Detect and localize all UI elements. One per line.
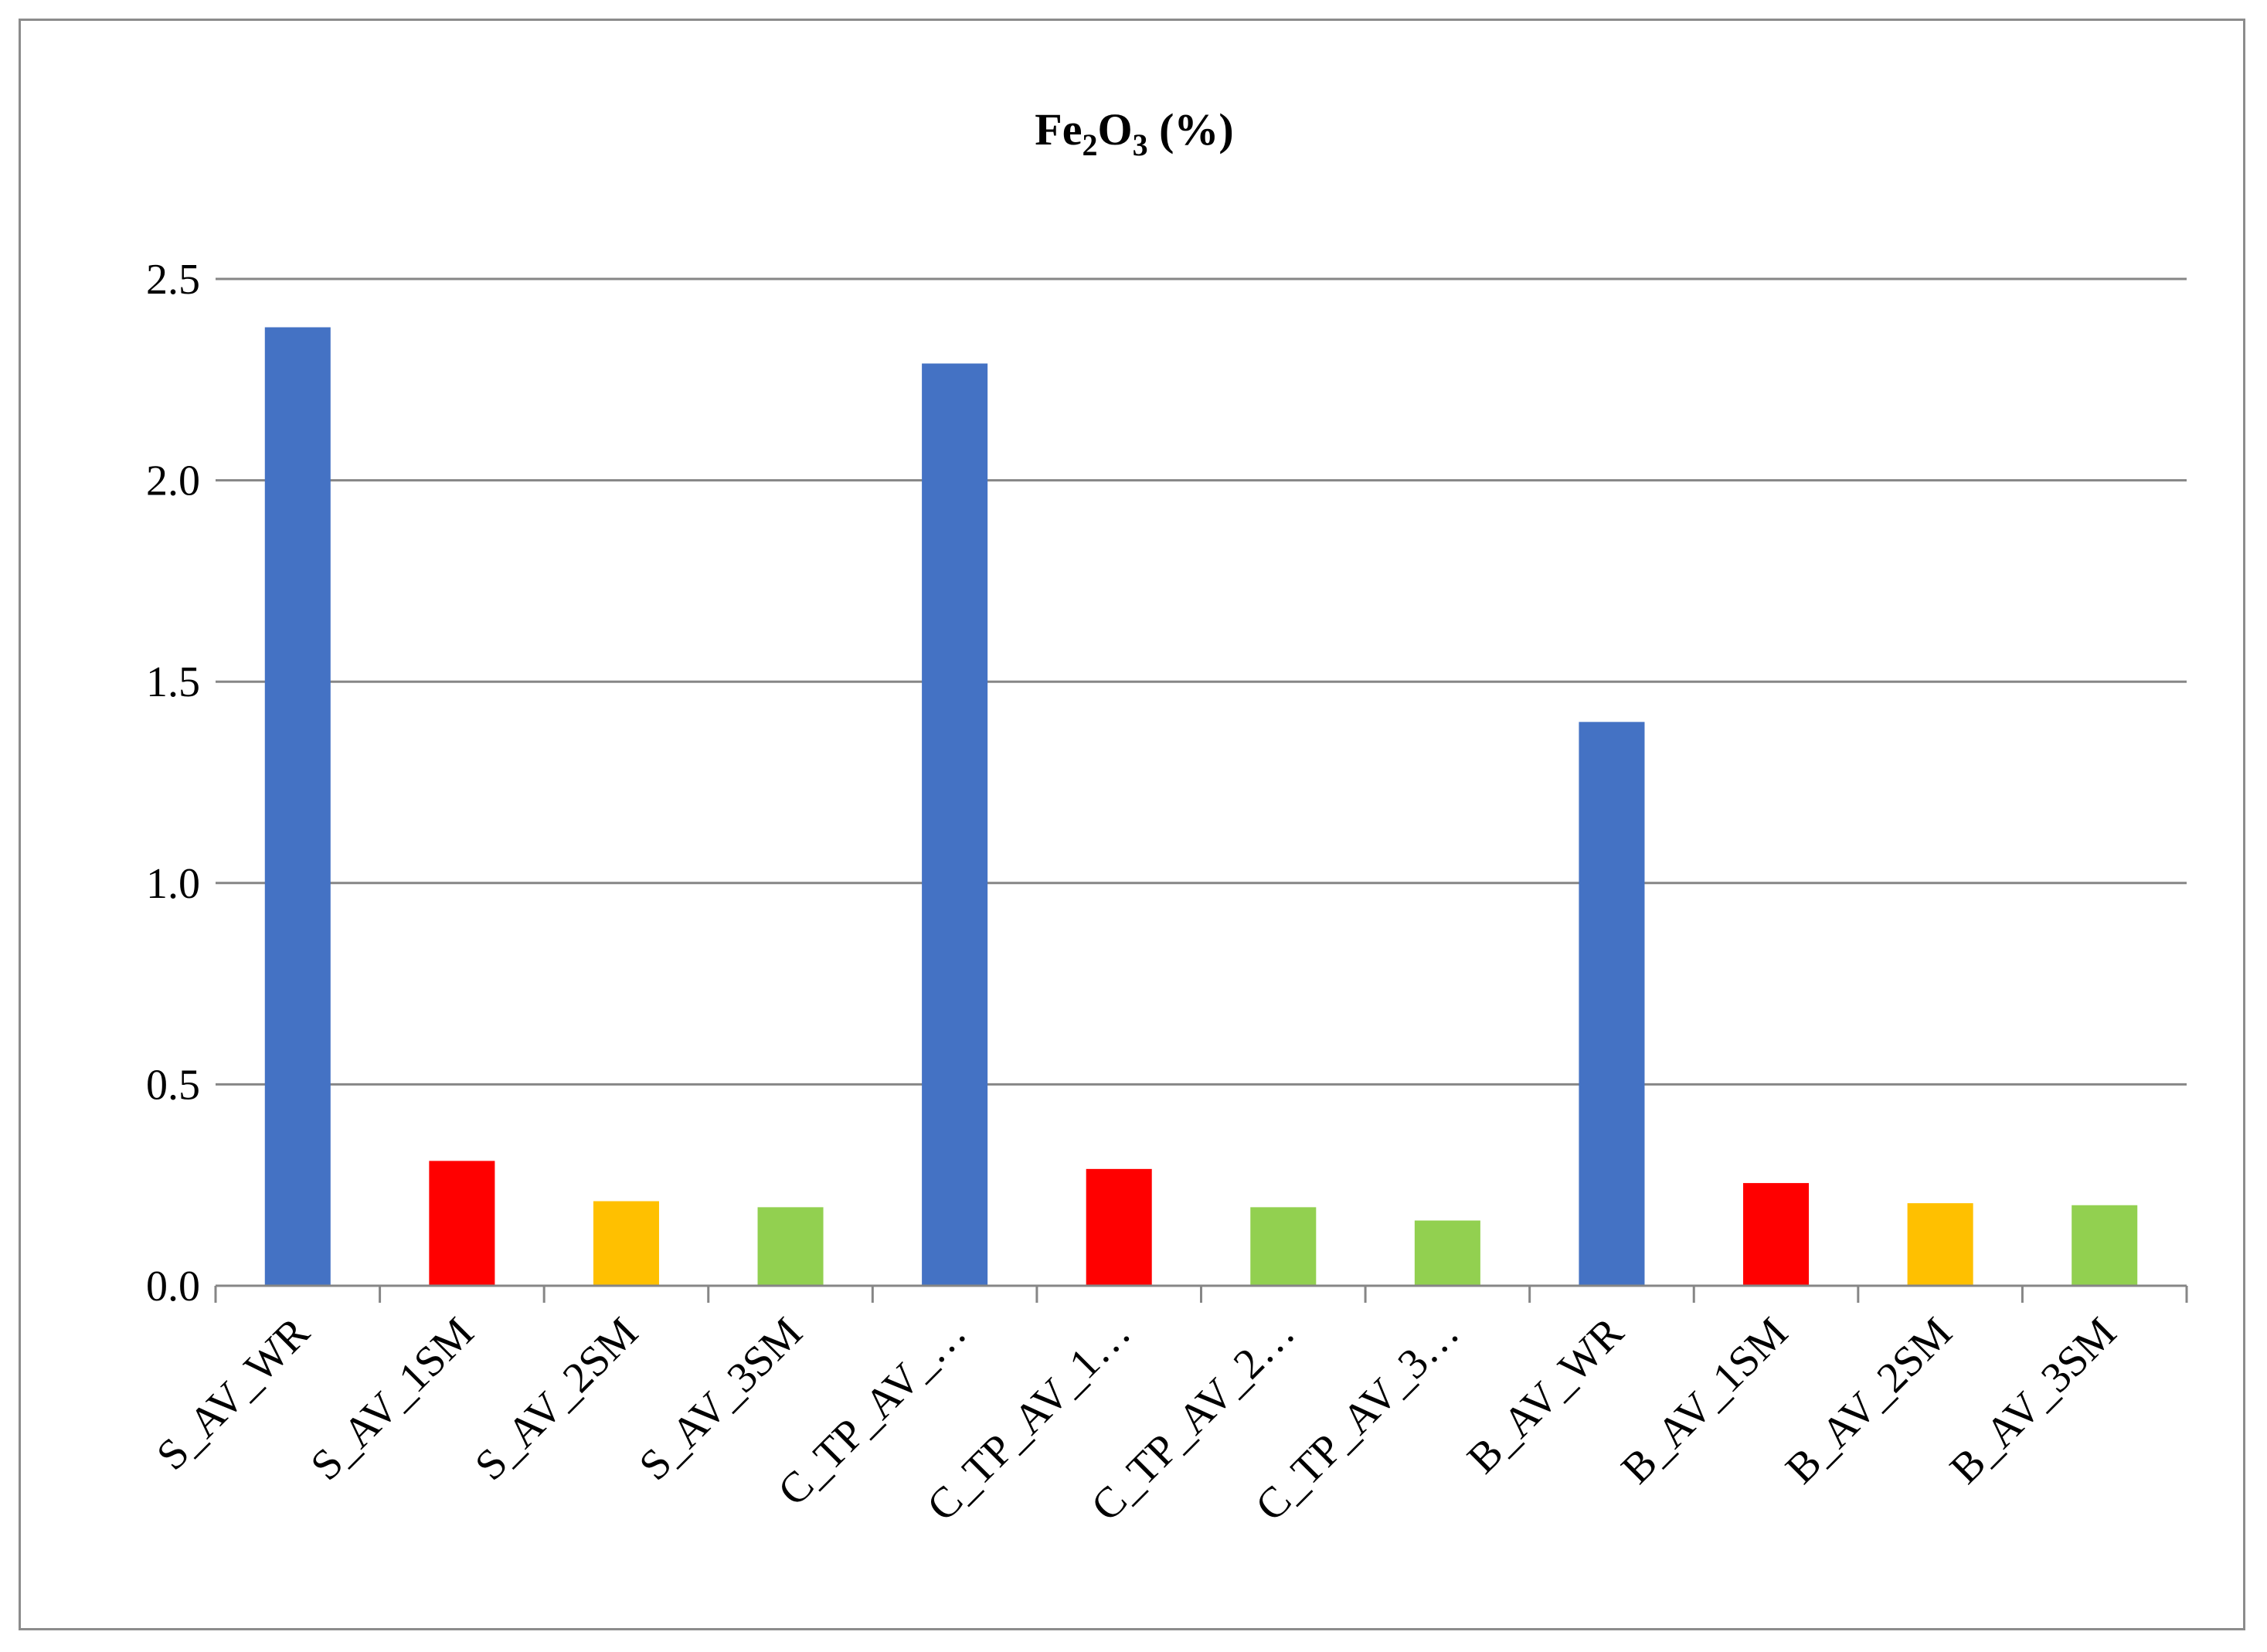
bar-11: [1907, 1203, 1973, 1286]
bar-8: [1414, 1220, 1480, 1286]
x-tick-label: B_AV_WR: [1458, 1308, 1633, 1483]
y-axis-ticks: 0.0 0.5 1.0 1.5 2.0 2.5: [146, 256, 200, 1310]
y-tick-label: 2.0: [146, 457, 200, 505]
x-tick-label: S_AV_3SM: [630, 1308, 812, 1490]
x-tick-label: B_AV_2SM: [1776, 1308, 1961, 1493]
bar-5: [922, 363, 988, 1286]
y-tick-label: 1.5: [146, 658, 200, 706]
x-tick-label: B_AV_3SM: [1941, 1308, 2126, 1493]
x-axis: S_AV_WRS_AV_1SMS_AV_2SMS_AV_3SMC_TP_AV_……: [148, 1284, 2188, 1531]
y-tick-label: 2.5: [146, 256, 200, 304]
bar-4: [757, 1207, 824, 1286]
bar-6: [1086, 1168, 1152, 1286]
y-tick-label: 0.5: [146, 1061, 200, 1109]
y-tick-label: 0.0: [146, 1263, 200, 1310]
bar-9: [1579, 722, 1645, 1286]
bar-2: [429, 1161, 495, 1286]
bar-3: [593, 1201, 659, 1286]
y-tick-label: 1.0: [146, 860, 200, 908]
chart-frame: Fe2O3 (%) 0.0 0.5 1.0 1.5 2.0 2.5 S_AV_WR S_AV…: [19, 19, 2245, 1630]
x-tick-label: S_AV_WR: [148, 1308, 319, 1480]
chart-title: Fe2O3 (%): [1035, 104, 1233, 162]
bar-chart: Fe2O3 (%) 0.00.51.01.52.02.5 S_AV_WRS_AV…: [146, 104, 2188, 1531]
x-tick-label: S_AV_2SM: [466, 1308, 647, 1490]
x-tick-label: B_AV_1SM: [1613, 1308, 1797, 1493]
bar-12: [2072, 1205, 2138, 1286]
bars: [264, 327, 2138, 1287]
bar-1: [264, 327, 331, 1287]
bar-7: [1250, 1207, 1317, 1286]
bar-10: [1743, 1183, 1810, 1286]
x-tick-label: S_AV_1SM: [301, 1308, 483, 1490]
gridlines: [216, 277, 2187, 1086]
